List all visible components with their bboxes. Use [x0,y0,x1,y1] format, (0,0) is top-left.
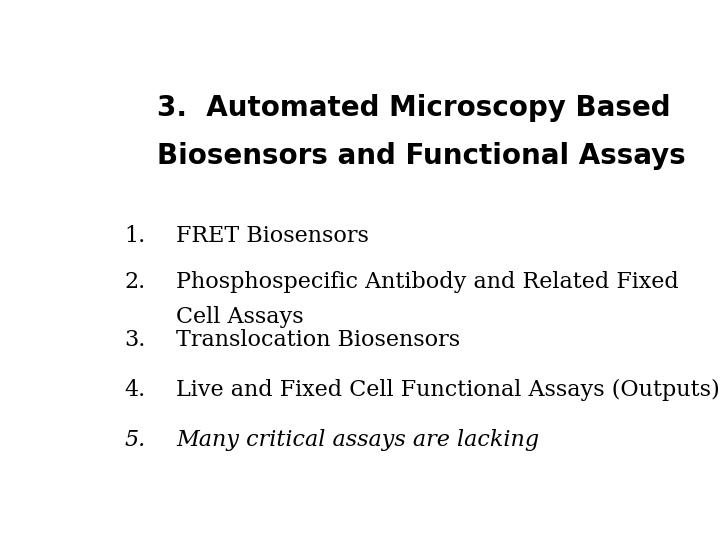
Text: 5.: 5. [125,429,145,450]
Text: Phosphospecific Antibody and Related Fixed: Phosphospecific Antibody and Related Fix… [176,271,679,293]
Text: 3.  Automated Microscopy Based: 3. Automated Microscopy Based [157,94,670,122]
Text: 1.: 1. [125,225,145,247]
Text: Live and Fixed Cell Functional Assays (Outputs): Live and Fixed Cell Functional Assays (O… [176,379,720,401]
Text: 3.: 3. [125,329,145,351]
Text: Biosensors and Functional Assays: Biosensors and Functional Assays [157,141,685,170]
Text: Cell Assays: Cell Assays [176,306,304,328]
Text: Many critical assays are lacking: Many critical assays are lacking [176,429,539,450]
Text: 4.: 4. [125,379,145,401]
Text: Translocation Biosensors: Translocation Biosensors [176,329,461,351]
Text: 2.: 2. [125,271,145,293]
Text: FRET Biosensors: FRET Biosensors [176,225,369,247]
